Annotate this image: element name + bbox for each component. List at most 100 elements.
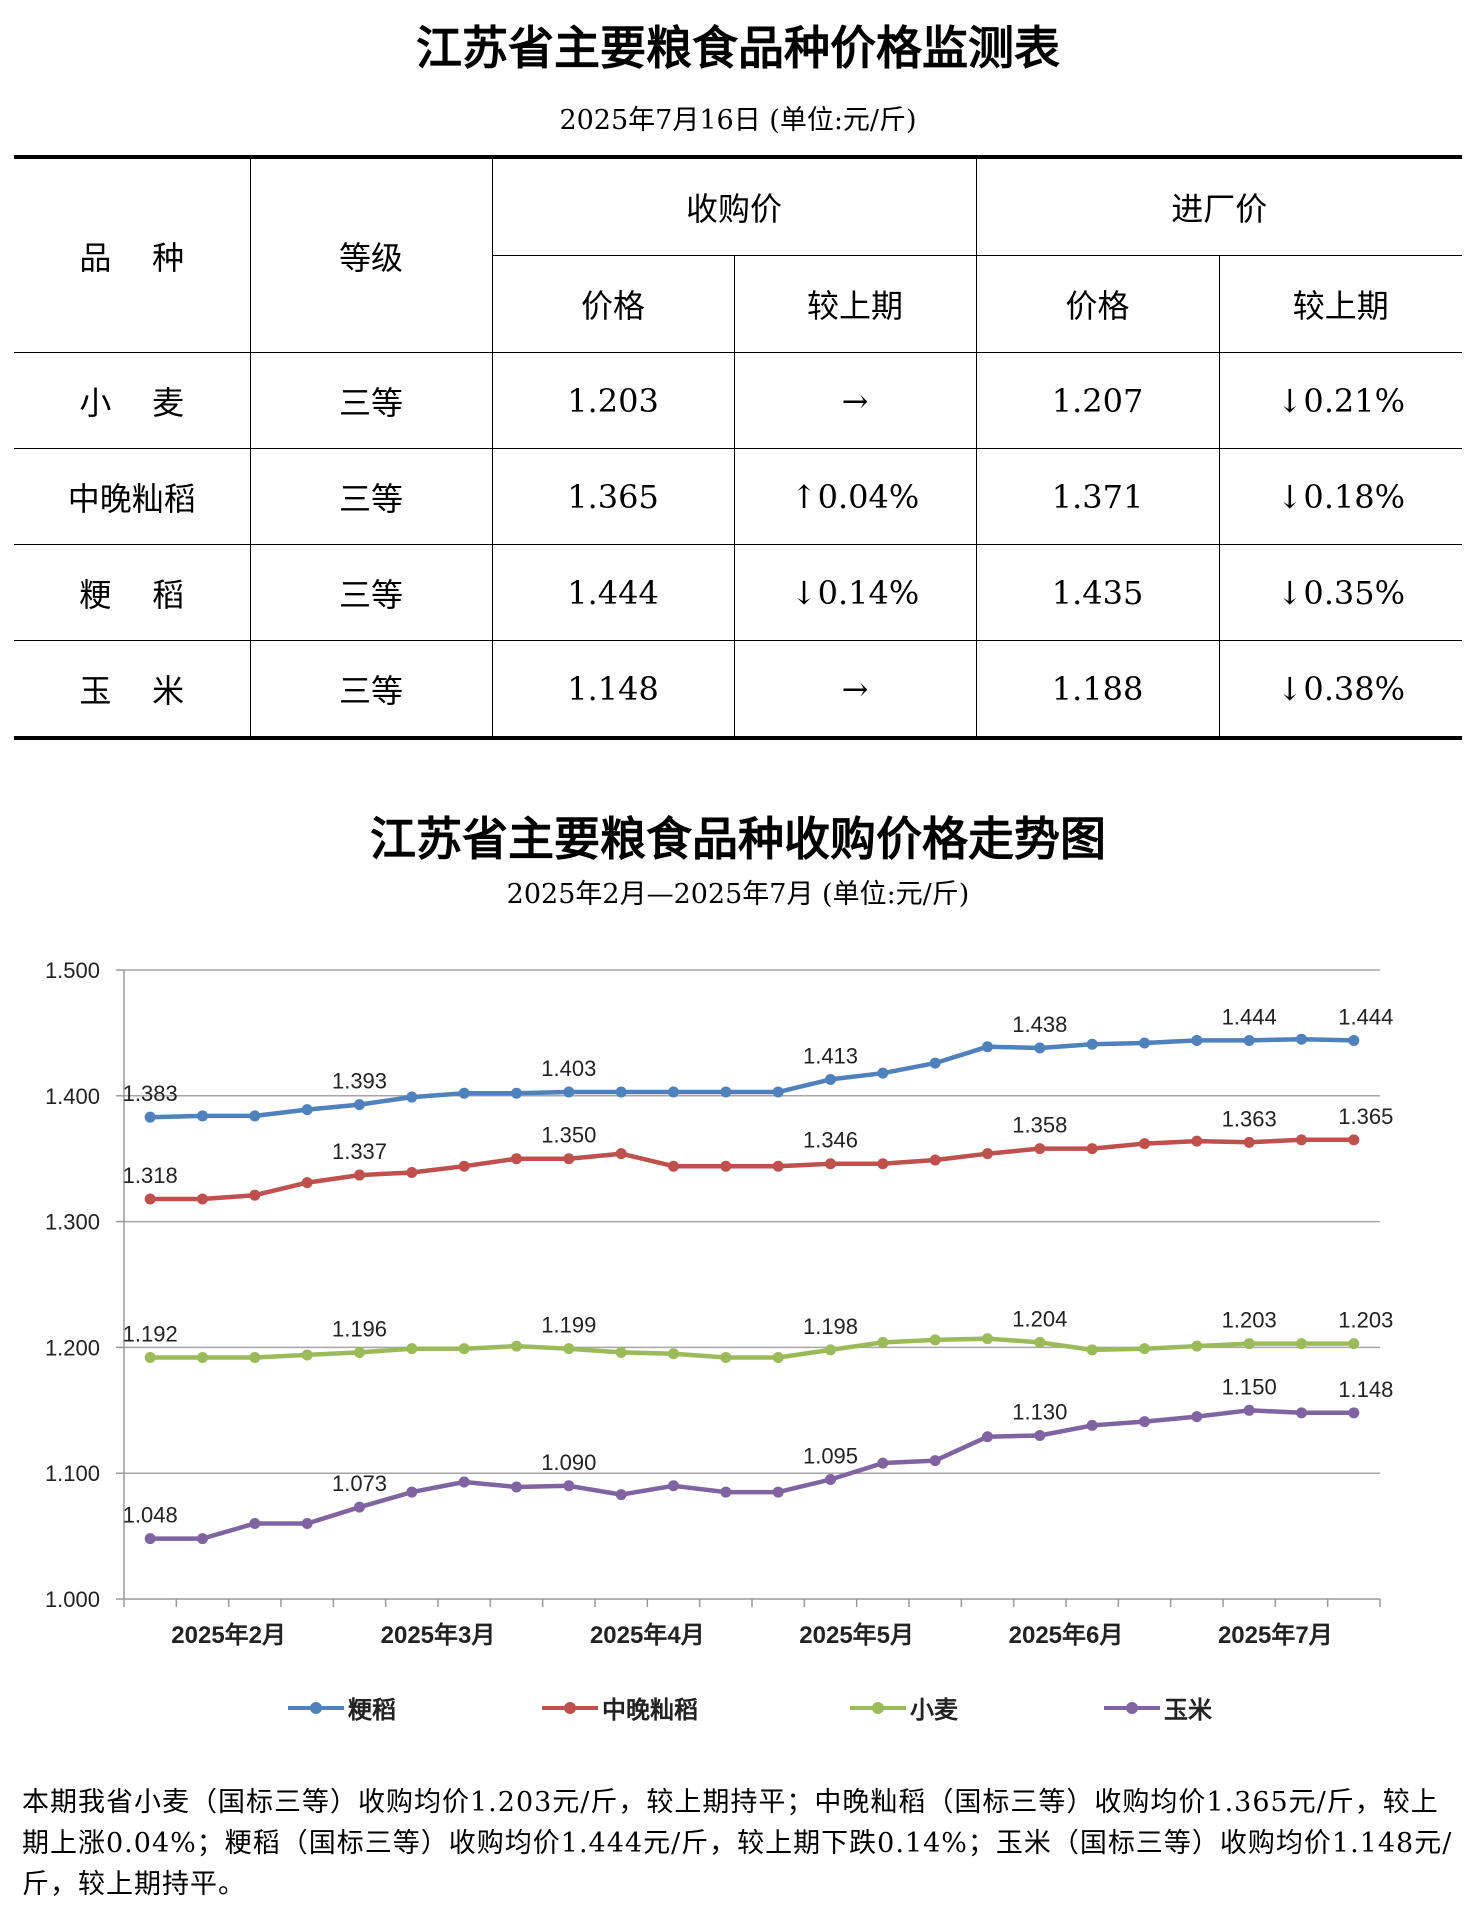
data-point: [720, 1086, 732, 1098]
header-grade: 等级: [249, 155, 493, 353]
data-point: [615, 1489, 627, 1501]
legend-item: 小麦: [850, 1690, 958, 1725]
data-point: [929, 1334, 941, 1346]
legend-item: 中晚籼稻: [542, 1690, 698, 1725]
data-point: [511, 1087, 522, 1099]
data-point: [982, 1431, 993, 1443]
data-label: 1.199: [541, 1313, 596, 1338]
data-point: [1348, 1407, 1360, 1419]
data-point: [354, 1501, 365, 1513]
series-line-1: [150, 1036, 1354, 1120]
data-point: [1034, 1042, 1046, 1054]
data-point: [563, 1153, 575, 1165]
x-tick-label: 2025年3月: [381, 1621, 496, 1649]
data-point: [1243, 1136, 1255, 1148]
data-point: [772, 1351, 784, 1363]
data-point: [1296, 1407, 1307, 1419]
data-point: [1191, 1135, 1203, 1147]
grade-cell: 三等: [249, 544, 493, 641]
y-tick-label: 1.000: [45, 1587, 100, 1612]
data-point: [720, 1351, 732, 1363]
data-point: [1139, 1138, 1150, 1150]
data-point: [1296, 1134, 1307, 1146]
data-point: [772, 1486, 784, 1498]
factory-price-cell: 1.435: [975, 544, 1220, 641]
x-tick-label: 2025年2月: [171, 1621, 286, 1649]
data-point: [668, 1160, 679, 1172]
data-point: [825, 1344, 836, 1356]
price-trend-chart: 1.000 1.100 1.200 1.300 1.400 1.500 2025年2月 202…: [45, 958, 1393, 1649]
data-label: 1.203: [1338, 1308, 1393, 1333]
data-point: [1191, 1340, 1203, 1352]
data-point: [877, 1457, 889, 1469]
data-label: 1.148: [1338, 1377, 1393, 1402]
table-row: 中晚籼稻 三等 1.365 ↑0.04% 1.371 ↓0.18%: [14, 448, 1463, 545]
data-point: [929, 1057, 941, 1069]
legend-label: 中晚籼稻: [602, 1697, 698, 1724]
data-point: [615, 1086, 627, 1098]
data-point: [1191, 1411, 1203, 1423]
data-label: 1.444: [1338, 1004, 1393, 1029]
data-label: 1.203: [1222, 1308, 1277, 1333]
data-point: [563, 1343, 575, 1355]
purchase-price-cell: 1.203: [491, 352, 735, 449]
variety-cell: 中晚籼稻: [14, 448, 251, 545]
x-tick-label: 2025年7月: [1218, 1621, 1333, 1649]
data-label: 1.318: [123, 1163, 178, 1188]
data-point: [615, 1148, 627, 1160]
data-point: [1191, 1034, 1203, 1046]
data-point: [1139, 1416, 1150, 1428]
data-label: 1.346: [803, 1128, 858, 1153]
data-label: 1.196: [332, 1316, 387, 1341]
data-point: [301, 1349, 313, 1361]
header-purchase: 收购价: [491, 155, 977, 256]
data-label: 1.073: [332, 1471, 387, 1496]
data-label: 1.383: [123, 1081, 178, 1106]
data-label: 1.350: [541, 1123, 596, 1148]
data-point: [929, 1154, 941, 1166]
data-label: 1.438: [1012, 1012, 1067, 1037]
data-point: [197, 1533, 208, 1545]
data-label: 1.393: [332, 1069, 387, 1094]
data-label: 1.204: [1012, 1306, 1067, 1331]
data-point: [354, 1099, 365, 1111]
data-label: 1.403: [541, 1056, 596, 1081]
data-label: 1.365: [1338, 1104, 1393, 1129]
data-label: 1.444: [1222, 1004, 1277, 1029]
data-point: [563, 1480, 575, 1492]
legend-item: 玉米: [1104, 1690, 1212, 1725]
data-point: [354, 1169, 365, 1181]
data-point: [406, 1091, 418, 1103]
factory-change-cell: ↓0.35%: [1218, 544, 1463, 641]
legend-label: 粳稻: [348, 1697, 396, 1724]
summary-note: 本期我省小麦（国标三等）收购均价1.203元/斤，较上期持平；中晚籼稻（国标三等…: [22, 1787, 1453, 1900]
data-point: [825, 1158, 836, 1170]
data-point: [929, 1455, 941, 1467]
data-point: [1086, 1038, 1098, 1050]
data-point: [982, 1333, 993, 1345]
header-factory-change: 较上期: [1218, 255, 1463, 353]
data-point: [877, 1336, 889, 1348]
table-title: 江苏省主要粮食品种价格监测表: [416, 21, 1060, 75]
factory-change-cell: ↓0.18%: [1218, 448, 1463, 545]
table-row: 粳 稻 三等 1.444 ↓0.14% 1.435 ↓0.35%: [14, 544, 1463, 641]
data-label: 1.090: [541, 1450, 596, 1475]
data-point: [668, 1086, 679, 1098]
header-factory: 进厂价: [975, 155, 1463, 256]
data-point: [301, 1518, 313, 1530]
purchase-price-cell: 1.444: [491, 544, 735, 641]
data-label: 1.363: [1222, 1106, 1277, 1131]
data-point: [1348, 1338, 1360, 1350]
data-point: [354, 1346, 365, 1358]
legend-label: 小麦: [910, 1697, 958, 1724]
variety-cell: 小 麦: [14, 352, 251, 449]
factory-change-cell: ↓0.21%: [1218, 352, 1463, 449]
variety-cell: 玉 米: [14, 640, 251, 740]
series-line-3: [150, 1336, 1354, 1360]
grade-cell: 三等: [249, 448, 493, 545]
data-label: 1.150: [1222, 1374, 1277, 1399]
data-point: [197, 1351, 208, 1363]
data-point: [406, 1167, 418, 1179]
header-purchase-price: 价格: [492, 255, 735, 353]
data-point: [825, 1073, 836, 1085]
